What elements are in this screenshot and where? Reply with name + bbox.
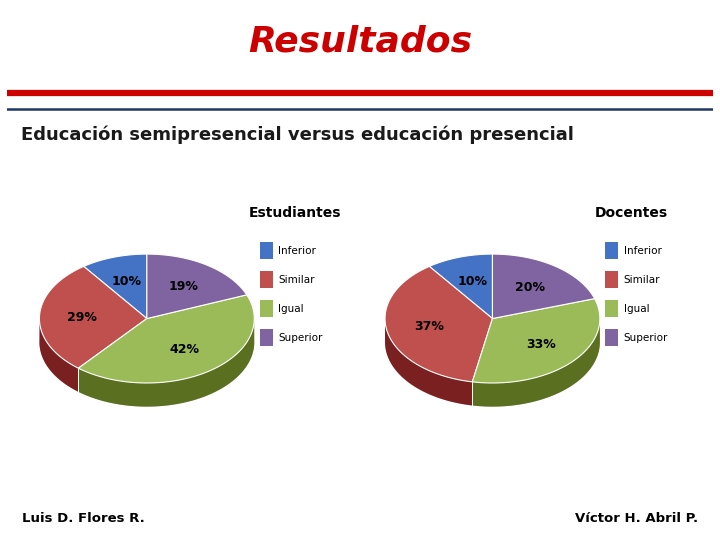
Text: 29%: 29%	[68, 311, 97, 324]
Text: Superior: Superior	[278, 333, 323, 343]
Bar	[606, 300, 618, 318]
Text: Víctor H. Abril P.: Víctor H. Abril P.	[575, 511, 698, 525]
Polygon shape	[78, 319, 147, 392]
Bar	[260, 329, 273, 347]
Text: 20%: 20%	[516, 281, 545, 294]
Text: 42%: 42%	[170, 343, 199, 356]
Bar	[260, 242, 273, 259]
Polygon shape	[472, 319, 492, 406]
Polygon shape	[78, 319, 147, 392]
Polygon shape	[472, 319, 600, 407]
Text: Docentes: Docentes	[595, 206, 667, 220]
Polygon shape	[385, 319, 472, 406]
Polygon shape	[40, 278, 254, 407]
Polygon shape	[84, 254, 147, 319]
Text: 33%: 33%	[526, 338, 556, 350]
Polygon shape	[492, 254, 595, 319]
Polygon shape	[78, 295, 254, 383]
Bar	[606, 242, 618, 259]
Text: 10%: 10%	[112, 275, 142, 288]
Polygon shape	[429, 254, 492, 319]
Bar	[606, 329, 618, 347]
Text: Similar: Similar	[278, 275, 315, 285]
Polygon shape	[40, 320, 78, 392]
Text: Inferior: Inferior	[624, 246, 662, 256]
Text: 37%: 37%	[415, 320, 444, 334]
Text: Luis D. Flores R.: Luis D. Flores R.	[22, 511, 144, 525]
Polygon shape	[40, 266, 147, 368]
Text: Resultados: Resultados	[248, 24, 472, 58]
Bar	[260, 271, 273, 288]
Text: Igual: Igual	[278, 304, 304, 314]
Text: Inferior: Inferior	[278, 246, 316, 256]
Polygon shape	[385, 278, 600, 407]
Text: 10%: 10%	[457, 275, 487, 288]
Polygon shape	[147, 254, 247, 319]
Polygon shape	[472, 299, 600, 383]
Polygon shape	[385, 266, 492, 382]
Polygon shape	[78, 320, 254, 407]
Text: Similar: Similar	[624, 275, 660, 285]
Bar	[260, 300, 273, 318]
Text: Superior: Superior	[624, 333, 668, 343]
Polygon shape	[472, 319, 492, 406]
Text: Educación semipresencial versus educación presencial: Educación semipresencial versus educació…	[22, 126, 574, 144]
Text: Igual: Igual	[624, 304, 649, 314]
Bar	[606, 271, 618, 288]
Text: Estudiantes: Estudiantes	[249, 206, 341, 220]
Text: 19%: 19%	[168, 280, 198, 293]
